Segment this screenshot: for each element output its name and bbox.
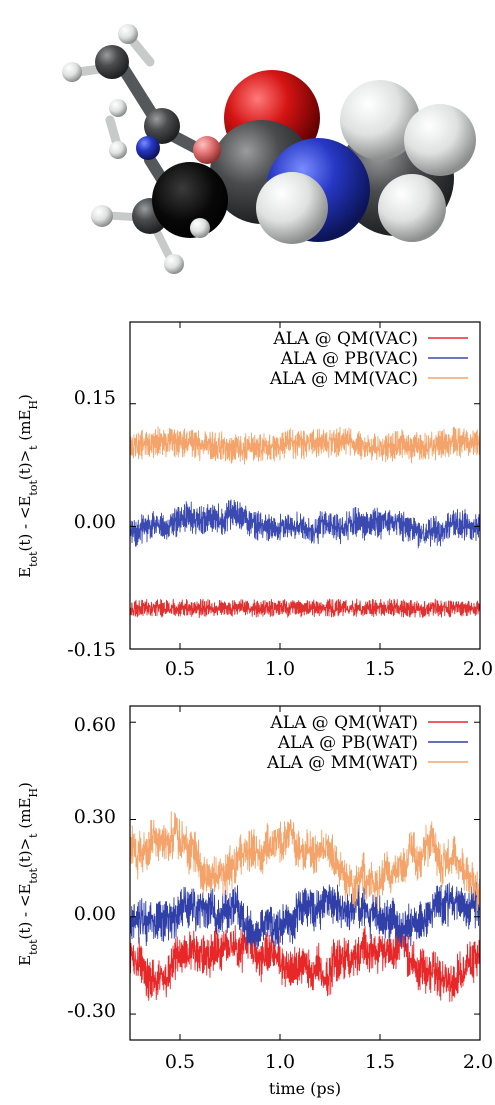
atom-h [378, 174, 446, 242]
axis-ticks [130, 706, 481, 1040]
plot-frame [129, 705, 481, 1041]
x-axis-label: time (ps) [269, 1079, 341, 1098]
chart-series-group [129, 426, 481, 619]
atom-n [136, 136, 160, 160]
y-tick-label: -0.15 [67, 639, 116, 661]
atom-h [118, 24, 138, 44]
y-tick-label: 0.30 [74, 806, 116, 828]
atom-h [91, 205, 113, 227]
legend-label: ALA @ PB(WAT) [277, 733, 418, 753]
x-tick-label: 0.5 [165, 658, 195, 680]
x-tick-label: 0.5 [165, 1051, 195, 1073]
atom-h [190, 218, 210, 238]
y-axis-label: Etot(t) - <Etot(t)>t (mEH) [16, 394, 40, 578]
atom-backbone [152, 162, 228, 238]
atom-h [404, 104, 476, 176]
series-line-ala-pb-wat- [129, 878, 481, 950]
x-tick-label: 2.0 [463, 658, 493, 680]
series-line-ala-qm-vac- [129, 598, 481, 619]
molecule-illustration [62, 24, 476, 274]
y-tick-label: -0.30 [67, 1000, 116, 1022]
series-line-ala-pb-vac- [129, 499, 481, 549]
series-line-ala-mm-vac- [129, 426, 481, 465]
legend-label: ALA @ MM(WAT) [266, 753, 418, 773]
atom-h [62, 62, 82, 82]
legend-label: ALA @ QM(WAT) [269, 713, 418, 733]
chart-legend: ALA @ QM(WAT) ALA @ PB(WAT) ALA @ MM(WAT… [266, 713, 468, 773]
series-line-ala-qm-wat- [129, 919, 481, 1002]
x-tick-label: 1.5 [365, 658, 395, 680]
chart-series-group [129, 811, 481, 1002]
series-line-ala-mm-wat- [129, 811, 481, 912]
x-tick-label: 1.0 [265, 1051, 295, 1073]
legend-label: ALA @ MM(VAC) [269, 369, 418, 389]
y-axis-label: Etot(t) - <Etot(t)>t (mEH) [16, 782, 40, 966]
x-tick-label: 1.0 [265, 658, 295, 680]
atom-c [95, 45, 129, 79]
chart-panel-wat: 0.60 0.30 0.00 -0.30 0.5 1.0 1.5 2.0 tim… [16, 705, 493, 1098]
legend-label: ALA @ PB(VAC) [280, 349, 418, 369]
x-tick-label: 2.0 [463, 1051, 493, 1073]
y-tick-label: 0.60 [74, 714, 116, 736]
atom-h [109, 99, 127, 117]
axis-ticks [130, 322, 481, 650]
y-tick-label: 0.00 [74, 511, 116, 533]
atom-c [144, 108, 180, 144]
atom-highlight [193, 136, 221, 164]
atom-h [256, 172, 328, 244]
x-tick-label: 1.5 [365, 1051, 395, 1073]
atom-h [340, 80, 420, 160]
legend-label: ALA @ QM(VAC) [272, 329, 418, 349]
y-tick-label: 0.00 [74, 903, 116, 925]
chart-legend: ALA @ QM(VAC) ALA @ PB(VAC) ALA @ MM(VAC… [269, 329, 468, 389]
y-tick-label: 0.15 [74, 387, 116, 409]
chart-panel-vac: 0.15 0.00 -0.15 0.5 1.0 1.5 2.0 Etot(t) … [16, 321, 493, 680]
atom-h [164, 254, 184, 274]
atom-h [109, 141, 127, 159]
plot-frame [129, 321, 481, 650]
